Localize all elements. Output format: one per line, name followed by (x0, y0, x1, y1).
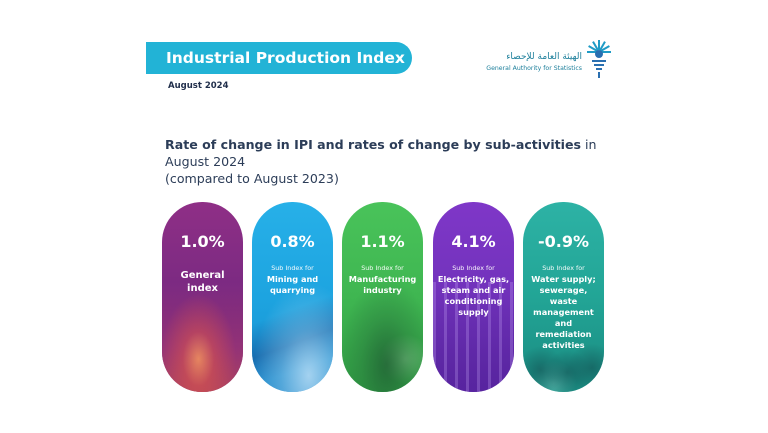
logo-english-text: General Authority for Statistics (486, 65, 582, 72)
general-industry-photo (162, 282, 243, 392)
card-name: Mining and quarrying (266, 274, 319, 295)
gastat-logo: الهيئة العامة للإحصاء General Authority … (486, 38, 618, 82)
card-sublabel: Sub Index for (271, 264, 314, 272)
card-value: 0.8% (270, 232, 315, 251)
card-name: Manufacturing industry (348, 274, 417, 295)
card-sublabel: Sub Index for (452, 264, 495, 272)
electricity-photo (433, 282, 514, 392)
card-value: -0.9% (537, 232, 589, 251)
card-general-index: 1.0% General index (162, 202, 243, 392)
water-pipes-photo (523, 282, 604, 392)
logo-arabic-text: الهيئة العامة للإحصاء (506, 52, 582, 62)
card-name: General index (180, 270, 225, 294)
heading-bold: Rate of change in IPI and rates of chang… (165, 137, 582, 152)
card-electricity: 4.1% Sub Index for Electricity, gas, ste… (433, 202, 514, 392)
card-name: Water supply; sewerage, waste management… (531, 274, 596, 350)
card-value: 1.0% (180, 232, 225, 251)
card-sublabel: Sub Index for (542, 264, 585, 272)
gastat-emblem-icon (587, 40, 611, 78)
heading-comparison: (compared to August 2023) (165, 171, 339, 186)
card-mining: 0.8% Sub Index for Mining and quarrying (252, 202, 333, 392)
card-water-supply: -0.9% Sub Index for Water supply; sewera… (523, 202, 604, 392)
heading-month: in August 2024 (165, 137, 597, 169)
manufacturing-photo (342, 282, 423, 392)
card-value: 1.1% (360, 232, 405, 251)
card-value: 4.1% (451, 232, 496, 251)
mining-photo (252, 282, 333, 392)
card-sublabel: Sub Index for (361, 264, 404, 272)
card-name: Electricity, gas, steam and air conditio… (437, 274, 510, 317)
card-manufacturing: 1.1% Sub Index for Manufacturing industr… (342, 202, 423, 392)
report-title-banner: Industrial Production Index (146, 42, 412, 74)
chart-heading: Rate of change in IPI and rates of chang… (165, 136, 635, 187)
report-title: Industrial Production Index (166, 49, 405, 67)
report-date: August 2024 (168, 81, 229, 91)
